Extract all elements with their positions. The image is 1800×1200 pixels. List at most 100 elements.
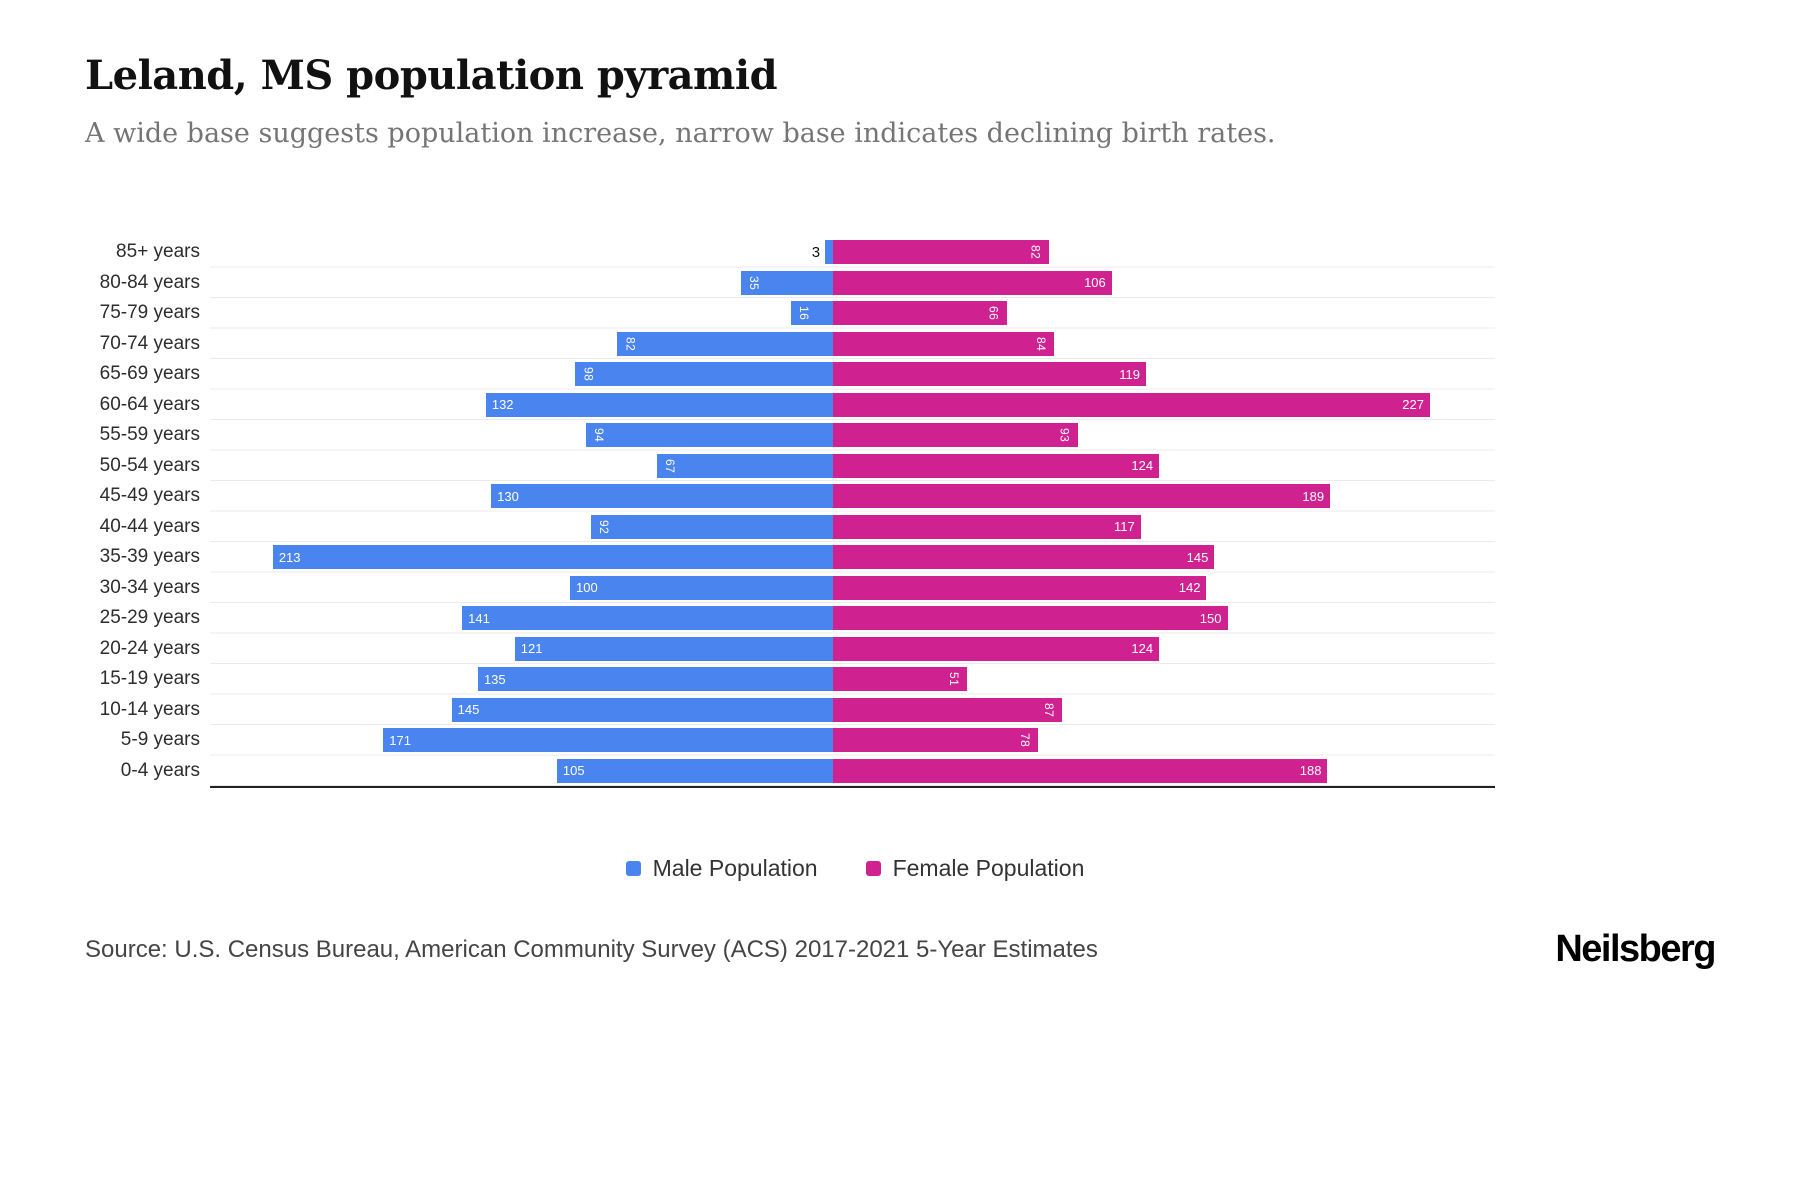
female-bar: 142 [833, 575, 1207, 600]
male-bar-area: 98 [210, 359, 833, 390]
female-bar-area: 78 [833, 725, 1495, 756]
age-group-label: 55-59 years [99, 424, 200, 446]
age-group-label: 10-14 years [99, 698, 200, 720]
female-bar-area: 142 [833, 573, 1495, 604]
male-bar-area: 82 [210, 329, 833, 360]
female-bar-value: 117 [1113, 519, 1135, 535]
male-bar-value: 94 [591, 428, 606, 443]
legend-item-male[interactable]: Male Population [625, 855, 818, 882]
female-bar: 117 [833, 514, 1141, 539]
female-bar: 66 [833, 301, 1007, 326]
age-group-label: 30-34 years [99, 576, 200, 598]
female-bar: 150 [833, 606, 1228, 631]
female-bar-area: 87 [833, 695, 1495, 726]
male-bar-area: 121 [210, 634, 833, 665]
male-bar-value: 130 [497, 488, 519, 504]
female-bar: 189 [833, 484, 1331, 509]
male-bar: 35 [740, 270, 833, 295]
female-bar-value: 189 [1302, 488, 1325, 504]
age-group-label: 20-24 years [99, 637, 200, 659]
source-text: Source: U.S. Census Bureau, American Com… [85, 935, 1098, 963]
male-bar: 100 [570, 575, 833, 600]
legend: Male Population Female Population [0, 855, 1755, 882]
age-group-label: 80-84 years [99, 271, 200, 293]
pyramid-row: 70-74 years 82 84 [85, 329, 1497, 360]
female-swatch-icon [865, 861, 881, 876]
female-bar-value: 78 [1018, 733, 1033, 748]
male-bar: 130 [491, 484, 833, 509]
male-bar: 145 [451, 697, 833, 722]
pyramid-row: 55-59 years 94 93 [85, 420, 1497, 451]
pyramid-rows: 85+ years 3 82 80-84 years 35 106 75-79 years 1… [85, 237, 1497, 786]
male-bar [825, 240, 833, 265]
age-group-label: 50-54 years [99, 454, 200, 476]
female-bar-area: 93 [833, 420, 1495, 451]
male-bar: 141 [462, 606, 833, 631]
male-bar-area: 145 [210, 695, 833, 726]
male-bar-value: 132 [491, 397, 514, 413]
male-bar: 16 [790, 301, 833, 326]
male-bar-area: 105 [210, 756, 833, 787]
male-bar: 98 [575, 362, 833, 387]
female-bar: 188 [833, 758, 1328, 783]
male-bar-area: 67 [210, 451, 833, 482]
pyramid-row: 40-44 years 92 117 [85, 512, 1497, 543]
female-bar: 51 [833, 667, 968, 692]
male-bar: 67 [656, 453, 833, 478]
pyramid-row: 20-24 years 121 124 [85, 634, 1497, 665]
population-pyramid-chart: 85+ years 3 82 80-84 years 35 106 75-79 years 1… [85, 237, 1497, 789]
female-bar-area: 51 [833, 664, 1495, 695]
legend-item-female[interactable]: Female Population [865, 855, 1084, 882]
male-bar: 82 [617, 331, 833, 356]
age-group-label: 35-39 years [99, 546, 200, 568]
pyramid-row: 60-64 years 132 227 [85, 390, 1497, 421]
female-bar-value: 119 [1119, 366, 1140, 382]
male-bar-area: 16 [210, 298, 833, 329]
age-group-label: 75-79 years [99, 302, 200, 324]
female-bar-value: 124 [1131, 458, 1154, 474]
age-group-label: 65-69 years [99, 363, 200, 385]
female-bar-area: 82 [833, 237, 1495, 268]
male-bar-value: 100 [576, 580, 598, 596]
age-group-label: 60-64 years [99, 393, 200, 415]
male-bar-area: 213 [210, 542, 833, 573]
male-bar-area: 100 [210, 573, 833, 604]
female-bar: 124 [833, 453, 1160, 478]
male-bar-value: 171 [389, 732, 411, 748]
female-bar-area: 188 [833, 756, 1495, 787]
age-group-label: 70-74 years [99, 332, 200, 354]
age-group-label: 85+ years [116, 241, 200, 263]
male-bar-value: 145 [457, 702, 480, 718]
female-bar: 93 [833, 423, 1078, 448]
female-bar: 106 [833, 270, 1112, 295]
legend-label-male: Male Population [652, 855, 818, 881]
pyramid-row: 85+ years 3 82 [85, 237, 1497, 268]
female-bar-area: 106 [833, 268, 1495, 299]
age-group-label: 40-44 years [99, 515, 200, 537]
male-bar-value: 35 [746, 275, 761, 290]
male-bar: 132 [485, 392, 833, 417]
male-bar-area: 94 [210, 420, 833, 451]
age-group-label: 0-4 years [120, 759, 200, 781]
male-bar-value: 105 [562, 763, 585, 779]
male-bar: 121 [514, 636, 833, 661]
male-bar-area: 3 [210, 237, 833, 268]
female-bar-area: 189 [833, 481, 1495, 512]
chart-subtitle: A wide base suggests population increase… [85, 118, 1276, 149]
male-bar: 213 [272, 545, 833, 570]
female-bar-value: 227 [1402, 397, 1424, 413]
female-bar: 119 [833, 362, 1146, 387]
female-bar-value: 106 [1084, 275, 1106, 291]
female-bar-value: 145 [1186, 549, 1209, 565]
footer: Source: U.S. Census Bureau, American Com… [85, 928, 1716, 971]
female-bar: 124 [833, 636, 1160, 661]
male-bar-value: 213 [278, 549, 301, 565]
female-bar: 87 [833, 697, 1062, 722]
female-bar-value: 142 [1178, 580, 1201, 596]
female-bar-area: 124 [833, 634, 1495, 665]
female-bar-value: 84 [1033, 336, 1048, 351]
female-bar: 82 [833, 240, 1049, 265]
female-bar: 227 [833, 392, 1430, 417]
pyramid-row: 25-29 years 141 150 [85, 603, 1497, 634]
